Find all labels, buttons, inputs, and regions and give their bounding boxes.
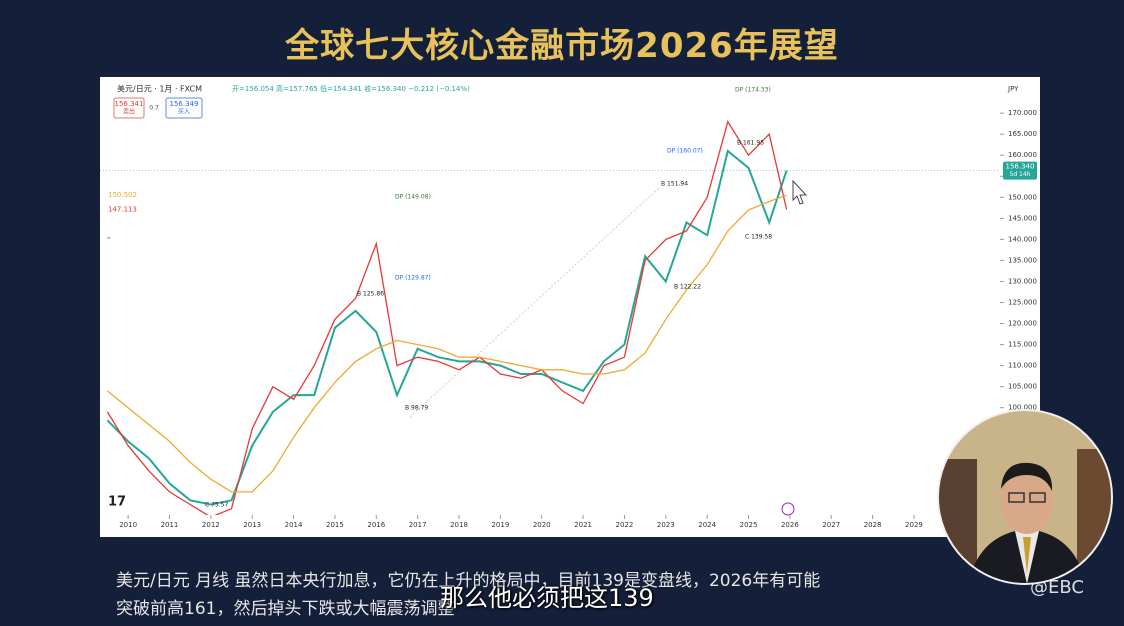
plot-area — [100, 119, 1000, 515]
x-tick-label: 2016 — [367, 521, 385, 529]
annotation: DP (129.87) — [395, 275, 431, 282]
x-tick-label: 2018 — [450, 521, 468, 529]
annotation: B 125.86 — [357, 291, 384, 298]
title: 全球七大核心金融市场2026年展望 — [285, 26, 839, 66]
glasses — [1029, 492, 1046, 503]
x-tick-label: 2013 — [243, 521, 261, 529]
annotation: DP (160.07) — [667, 148, 703, 155]
tie — [1023, 537, 1031, 574]
annotation: B 98.79 — [405, 405, 428, 412]
x-tick-label: 2019 — [491, 521, 509, 529]
annotation: C 75.57 — [205, 502, 228, 509]
x-tick-label: 2012 — [202, 521, 220, 529]
x-tick-label: 2027 — [822, 521, 840, 529]
glasses — [1008, 492, 1025, 503]
annotation: C 139.58 — [745, 234, 772, 241]
subtitle: 美元/日元 月线 虽然日本央行加息，它仍在上升的格局中，目前139是变盘线，20… — [116, 571, 821, 591]
subtitle: 突破前高161，然后掉头下跌或大幅震荡调整 — [116, 599, 455, 619]
y-tick-label: 115.000 — [1008, 341, 1037, 349]
tv-logo: 17 — [108, 495, 126, 510]
collapse-icon[interactable]: ⌃ — [105, 237, 113, 247]
x-tick-label: 2028 — [864, 521, 882, 529]
x-tick-label: 2017 — [409, 521, 427, 529]
y-tick-label: 170.000 — [1008, 109, 1037, 117]
sell-label: 卖出 — [123, 108, 135, 116]
annotation: DP (174.33) — [735, 87, 771, 94]
series-value-label: 147.113 — [108, 205, 137, 213]
x-tick-label: 2026 — [781, 521, 799, 529]
sell-box[interactable] — [113, 97, 145, 119]
annotation: B 122.22 — [674, 284, 701, 291]
y-tick-label: 160.000 — [1008, 151, 1037, 159]
series-value-label: 150.502 — [108, 191, 137, 199]
last-price-label: 156.340 — [1006, 163, 1035, 171]
chart-panel — [100, 77, 1040, 537]
x-tick-label: 2015 — [326, 521, 344, 529]
hair — [1001, 462, 1053, 491]
y-tick-label: 100.000 — [1008, 404, 1037, 412]
trend-line — [409, 186, 661, 418]
x-tick-label: 2025 — [740, 521, 758, 529]
annotation: B 151.94 — [661, 181, 688, 188]
symbol: 美元/日元 · 1月 · FXCM — [117, 84, 202, 94]
annotation: DP (149.08) — [395, 194, 431, 201]
x-tick-label: 2023 — [657, 521, 675, 529]
last-price-tag — [1003, 161, 1037, 180]
x-tick-label: 2029 — [905, 521, 923, 529]
y-tick-label: 135.000 — [1008, 256, 1037, 264]
y-tick-label: 120.000 — [1008, 320, 1037, 328]
event-icon[interactable] — [781, 502, 795, 516]
x-tick-label: 2024 — [698, 521, 716, 529]
x-tick-label: 2021 — [574, 521, 592, 529]
currency: JPY — [1007, 85, 1019, 93]
countdown: 5d 14h — [1010, 171, 1031, 178]
face — [1001, 468, 1053, 534]
x-tick-label: 2022 — [616, 521, 634, 529]
y-tick-label: 130.000 — [1008, 277, 1037, 285]
presenter-video — [937, 409, 1113, 585]
annotation: B 161.95 — [737, 140, 764, 147]
series-line — [106, 194, 787, 493]
spread: 0.7 — [149, 105, 159, 112]
buy-label: 买入 — [178, 108, 190, 116]
sell-price: 156.341 — [115, 100, 144, 108]
y-tick-label: 165.000 — [1008, 130, 1037, 138]
buy-price: 156.349 — [170, 100, 199, 108]
x-tick-label: 2014 — [285, 521, 303, 529]
y-tick-label: 140.000 — [1008, 235, 1037, 243]
y-tick-label: 150.000 — [1008, 193, 1037, 201]
x-tick-label: 2020 — [533, 521, 551, 529]
series-line — [106, 119, 788, 515]
series-line — [106, 149, 788, 506]
ohlc: 开=156.054 高=157.765 低=154.341 收=156.340 … — [232, 84, 470, 93]
chart: 美元/日元 · 1月 · FXCM 开=156.054 高=157.765 低=… — [100, 77, 1040, 537]
x-tick-label: 2011 — [161, 521, 179, 529]
y-tick-label: 145.000 — [1008, 214, 1037, 222]
y-tick-label: 110.000 — [1008, 362, 1037, 370]
caption: 那么他必须把这139 — [440, 584, 654, 612]
x-tick-label: 2010 — [119, 521, 137, 529]
y-tick-label: 125.000 — [1008, 299, 1037, 307]
buy-box[interactable] — [165, 97, 203, 119]
cursor — [792, 179, 808, 205]
y-tick-label: 105.000 — [1008, 383, 1037, 391]
